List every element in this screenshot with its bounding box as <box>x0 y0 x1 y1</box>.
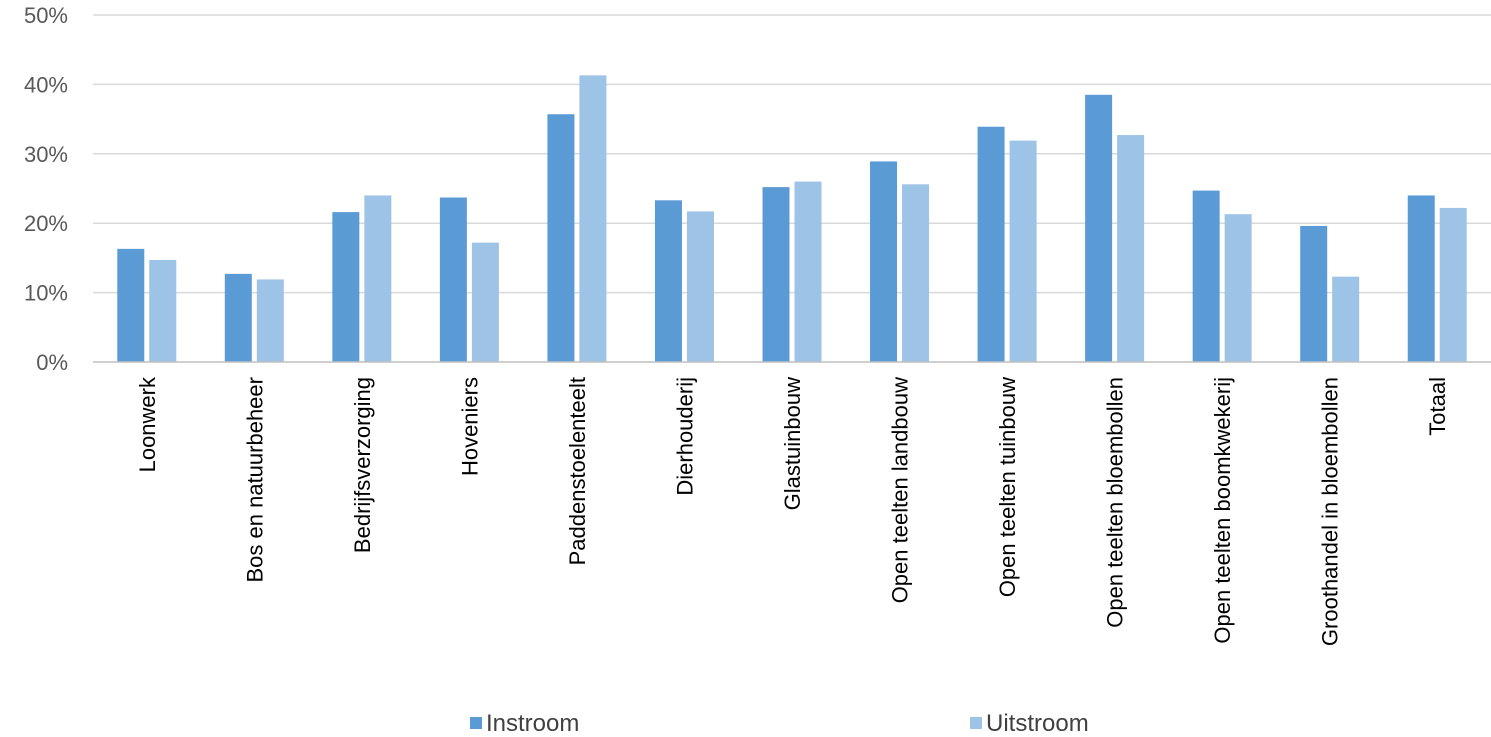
category-label: Open teelten bloembollen <box>1103 377 1128 628</box>
bar-instroom <box>439 197 467 362</box>
y-tick-label: 10% <box>24 281 68 306</box>
bar-instroom <box>547 114 575 362</box>
bar-uitstroom <box>364 195 392 362</box>
bar-instroom <box>1407 195 1435 362</box>
bar-uitstroom <box>1439 207 1467 362</box>
bar-instroom <box>870 161 898 362</box>
category-label: Dierhouderij <box>672 377 697 496</box>
y-tick-label: 30% <box>24 142 68 167</box>
legend-label: Instroom <box>486 710 579 737</box>
y-tick-label: 50% <box>24 3 68 28</box>
bar-instroom <box>977 126 1005 362</box>
category-label: Open teelten boomkwekerij <box>1210 377 1235 644</box>
legend-swatch <box>970 717 982 729</box>
bar-uitstroom <box>1009 140 1037 362</box>
bars <box>117 75 1467 363</box>
category-label: Open teelten landbouw <box>888 377 913 603</box>
legend: Instroom Uitstroom <box>470 710 1089 737</box>
y-tick-label: 20% <box>24 211 68 236</box>
category-label: Totaal <box>1425 377 1450 436</box>
category-labels: Loonwerk Bos en natuurbeheer Bedrijfsverzo… <box>135 376 1450 646</box>
bar-instroom <box>654 200 682 362</box>
bar-uitstroom <box>794 181 822 362</box>
bar-uitstroom <box>579 75 607 363</box>
y-tick-label: 40% <box>24 72 68 97</box>
bar-uitstroom <box>1332 276 1360 362</box>
bar-uitstroom <box>1224 214 1252 362</box>
bar-uitstroom <box>149 259 177 362</box>
bar-instroom <box>332 212 360 362</box>
bar-instroom <box>117 248 145 362</box>
legend-swatch <box>470 717 482 729</box>
category-label: Open teelten tuinbouw <box>995 377 1020 597</box>
category-label: Paddenstoelenteelt <box>565 377 590 565</box>
bar-instroom <box>762 187 790 362</box>
category-label: Loonwerk <box>135 376 160 472</box>
y-tick-label: 0% <box>36 350 68 375</box>
bar-instroom <box>224 273 252 362</box>
bar-uitstroom <box>1117 135 1145 362</box>
bar-uitstroom <box>256 279 284 362</box>
category-label: Hoveniers <box>457 377 482 476</box>
category-label: Glastuinbouw <box>780 377 805 510</box>
legend-label: Uitstroom <box>986 710 1089 737</box>
category-label: Groothandel in bloembollen <box>1318 377 1343 646</box>
bar-uitstroom <box>686 211 714 362</box>
bar-uitstroom <box>471 242 499 362</box>
bar-instroom <box>1300 225 1328 362</box>
bar-instroom <box>1192 190 1220 362</box>
category-label: Bos en natuurbeheer <box>242 377 267 583</box>
category-label: Bedrijfsverzorging <box>350 377 375 553</box>
gridlines <box>93 14 1491 294</box>
bar-uitstroom <box>902 184 930 362</box>
bar-instroom <box>1085 94 1113 362</box>
y-axis-ticks: 0% 10% 20% 30% 40% 50% <box>24 3 68 375</box>
